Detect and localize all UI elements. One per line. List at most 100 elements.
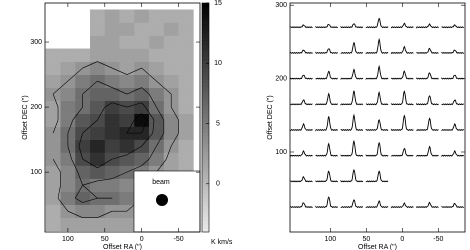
map-cell xyxy=(45,61,61,75)
map-cell xyxy=(60,165,76,179)
map-cell xyxy=(75,113,91,127)
spectrum xyxy=(340,23,364,29)
map-cell xyxy=(178,139,194,153)
contour xyxy=(52,93,59,108)
spectrum xyxy=(390,147,414,157)
map-cell xyxy=(134,74,150,88)
colorbar-step xyxy=(202,75,209,80)
map-cell xyxy=(45,204,61,218)
contour xyxy=(52,119,59,134)
colorbar-step xyxy=(202,48,209,53)
map-cell xyxy=(119,74,135,88)
colorbar-step xyxy=(202,56,209,61)
contour xyxy=(78,146,83,160)
colorbar-step xyxy=(202,113,209,118)
contour xyxy=(156,80,172,95)
contour xyxy=(82,180,98,186)
map-cell xyxy=(149,9,165,23)
map-cell xyxy=(60,100,76,114)
colorbar-step xyxy=(202,33,209,38)
map-cell xyxy=(90,9,106,23)
x-tick-label: 100 xyxy=(324,236,336,243)
spectrum xyxy=(416,72,439,80)
x-tick-label: 50 xyxy=(101,236,109,243)
contour xyxy=(104,102,113,108)
spectrum xyxy=(290,24,313,29)
map-cell xyxy=(134,100,150,114)
contour xyxy=(57,197,69,212)
colorbar-label: K km/s xyxy=(211,239,233,246)
colorbar-step xyxy=(202,94,209,99)
contour xyxy=(141,67,157,82)
map-cell xyxy=(104,113,120,127)
map-cell xyxy=(119,191,135,205)
x-axis-label: Offset RA (") xyxy=(103,244,142,250)
spectrum xyxy=(416,23,439,29)
map-cell xyxy=(90,152,106,166)
x-tick-label: -50 xyxy=(433,236,443,243)
map-cell xyxy=(90,61,106,75)
colorbar-step xyxy=(202,29,209,34)
contour xyxy=(126,87,142,95)
spectrum xyxy=(315,116,339,132)
contour xyxy=(82,61,98,69)
map-cell xyxy=(90,87,106,101)
spectrum xyxy=(390,45,414,55)
x-tick-label: 100 xyxy=(62,236,74,243)
colorbar-tick-label: 15 xyxy=(214,0,222,7)
contour xyxy=(112,87,128,95)
map-cell xyxy=(149,87,165,101)
spectrum xyxy=(441,99,464,106)
map-cell xyxy=(119,139,135,153)
contour xyxy=(152,120,155,134)
colorbar-step xyxy=(202,83,209,88)
colorbar-step xyxy=(202,224,209,229)
colorbar-tick-label: 10 xyxy=(214,60,222,67)
colorbar-step xyxy=(202,117,209,122)
colorbar-step xyxy=(202,148,209,153)
spectrum xyxy=(365,119,389,131)
spectrum xyxy=(290,149,313,158)
map-cell xyxy=(134,139,150,153)
colorbar-tick-label: 5 xyxy=(216,120,220,127)
spectrum xyxy=(315,92,339,106)
colorbar-step xyxy=(202,86,209,92)
map-cell xyxy=(119,48,135,62)
spectrum xyxy=(441,123,465,131)
map-cell xyxy=(45,113,61,127)
map-cell xyxy=(119,113,135,127)
map-cell xyxy=(134,22,150,36)
map-cell xyxy=(163,48,179,62)
colorbar-step xyxy=(202,144,209,149)
map-cell xyxy=(75,74,91,88)
contour xyxy=(126,119,135,134)
map-cell xyxy=(75,139,91,153)
spectrum xyxy=(340,41,364,54)
contour xyxy=(141,119,147,134)
contour xyxy=(148,145,157,160)
spectrum xyxy=(416,47,439,54)
spectrum xyxy=(340,199,363,209)
map-cell xyxy=(104,35,120,49)
map-cell xyxy=(104,22,120,36)
map-cell xyxy=(45,74,61,88)
colorbar-step xyxy=(202,201,209,206)
spectrum xyxy=(441,49,465,54)
contour xyxy=(82,158,98,169)
map-cell xyxy=(60,178,76,192)
spectrum xyxy=(315,196,339,209)
spectrum xyxy=(365,17,389,29)
map-cell xyxy=(60,152,76,166)
map-cell xyxy=(178,48,194,62)
spectrum xyxy=(315,70,338,80)
contour xyxy=(156,106,165,121)
x-tick-label: 50 xyxy=(362,236,370,243)
map-cell xyxy=(178,74,194,88)
y-tick-label: 200 xyxy=(275,75,287,82)
spectrum xyxy=(441,202,465,209)
map-cell xyxy=(178,35,194,49)
spectrum xyxy=(315,142,338,157)
contour xyxy=(75,197,83,203)
spectrum xyxy=(441,149,465,158)
colorbar-step xyxy=(202,216,209,221)
